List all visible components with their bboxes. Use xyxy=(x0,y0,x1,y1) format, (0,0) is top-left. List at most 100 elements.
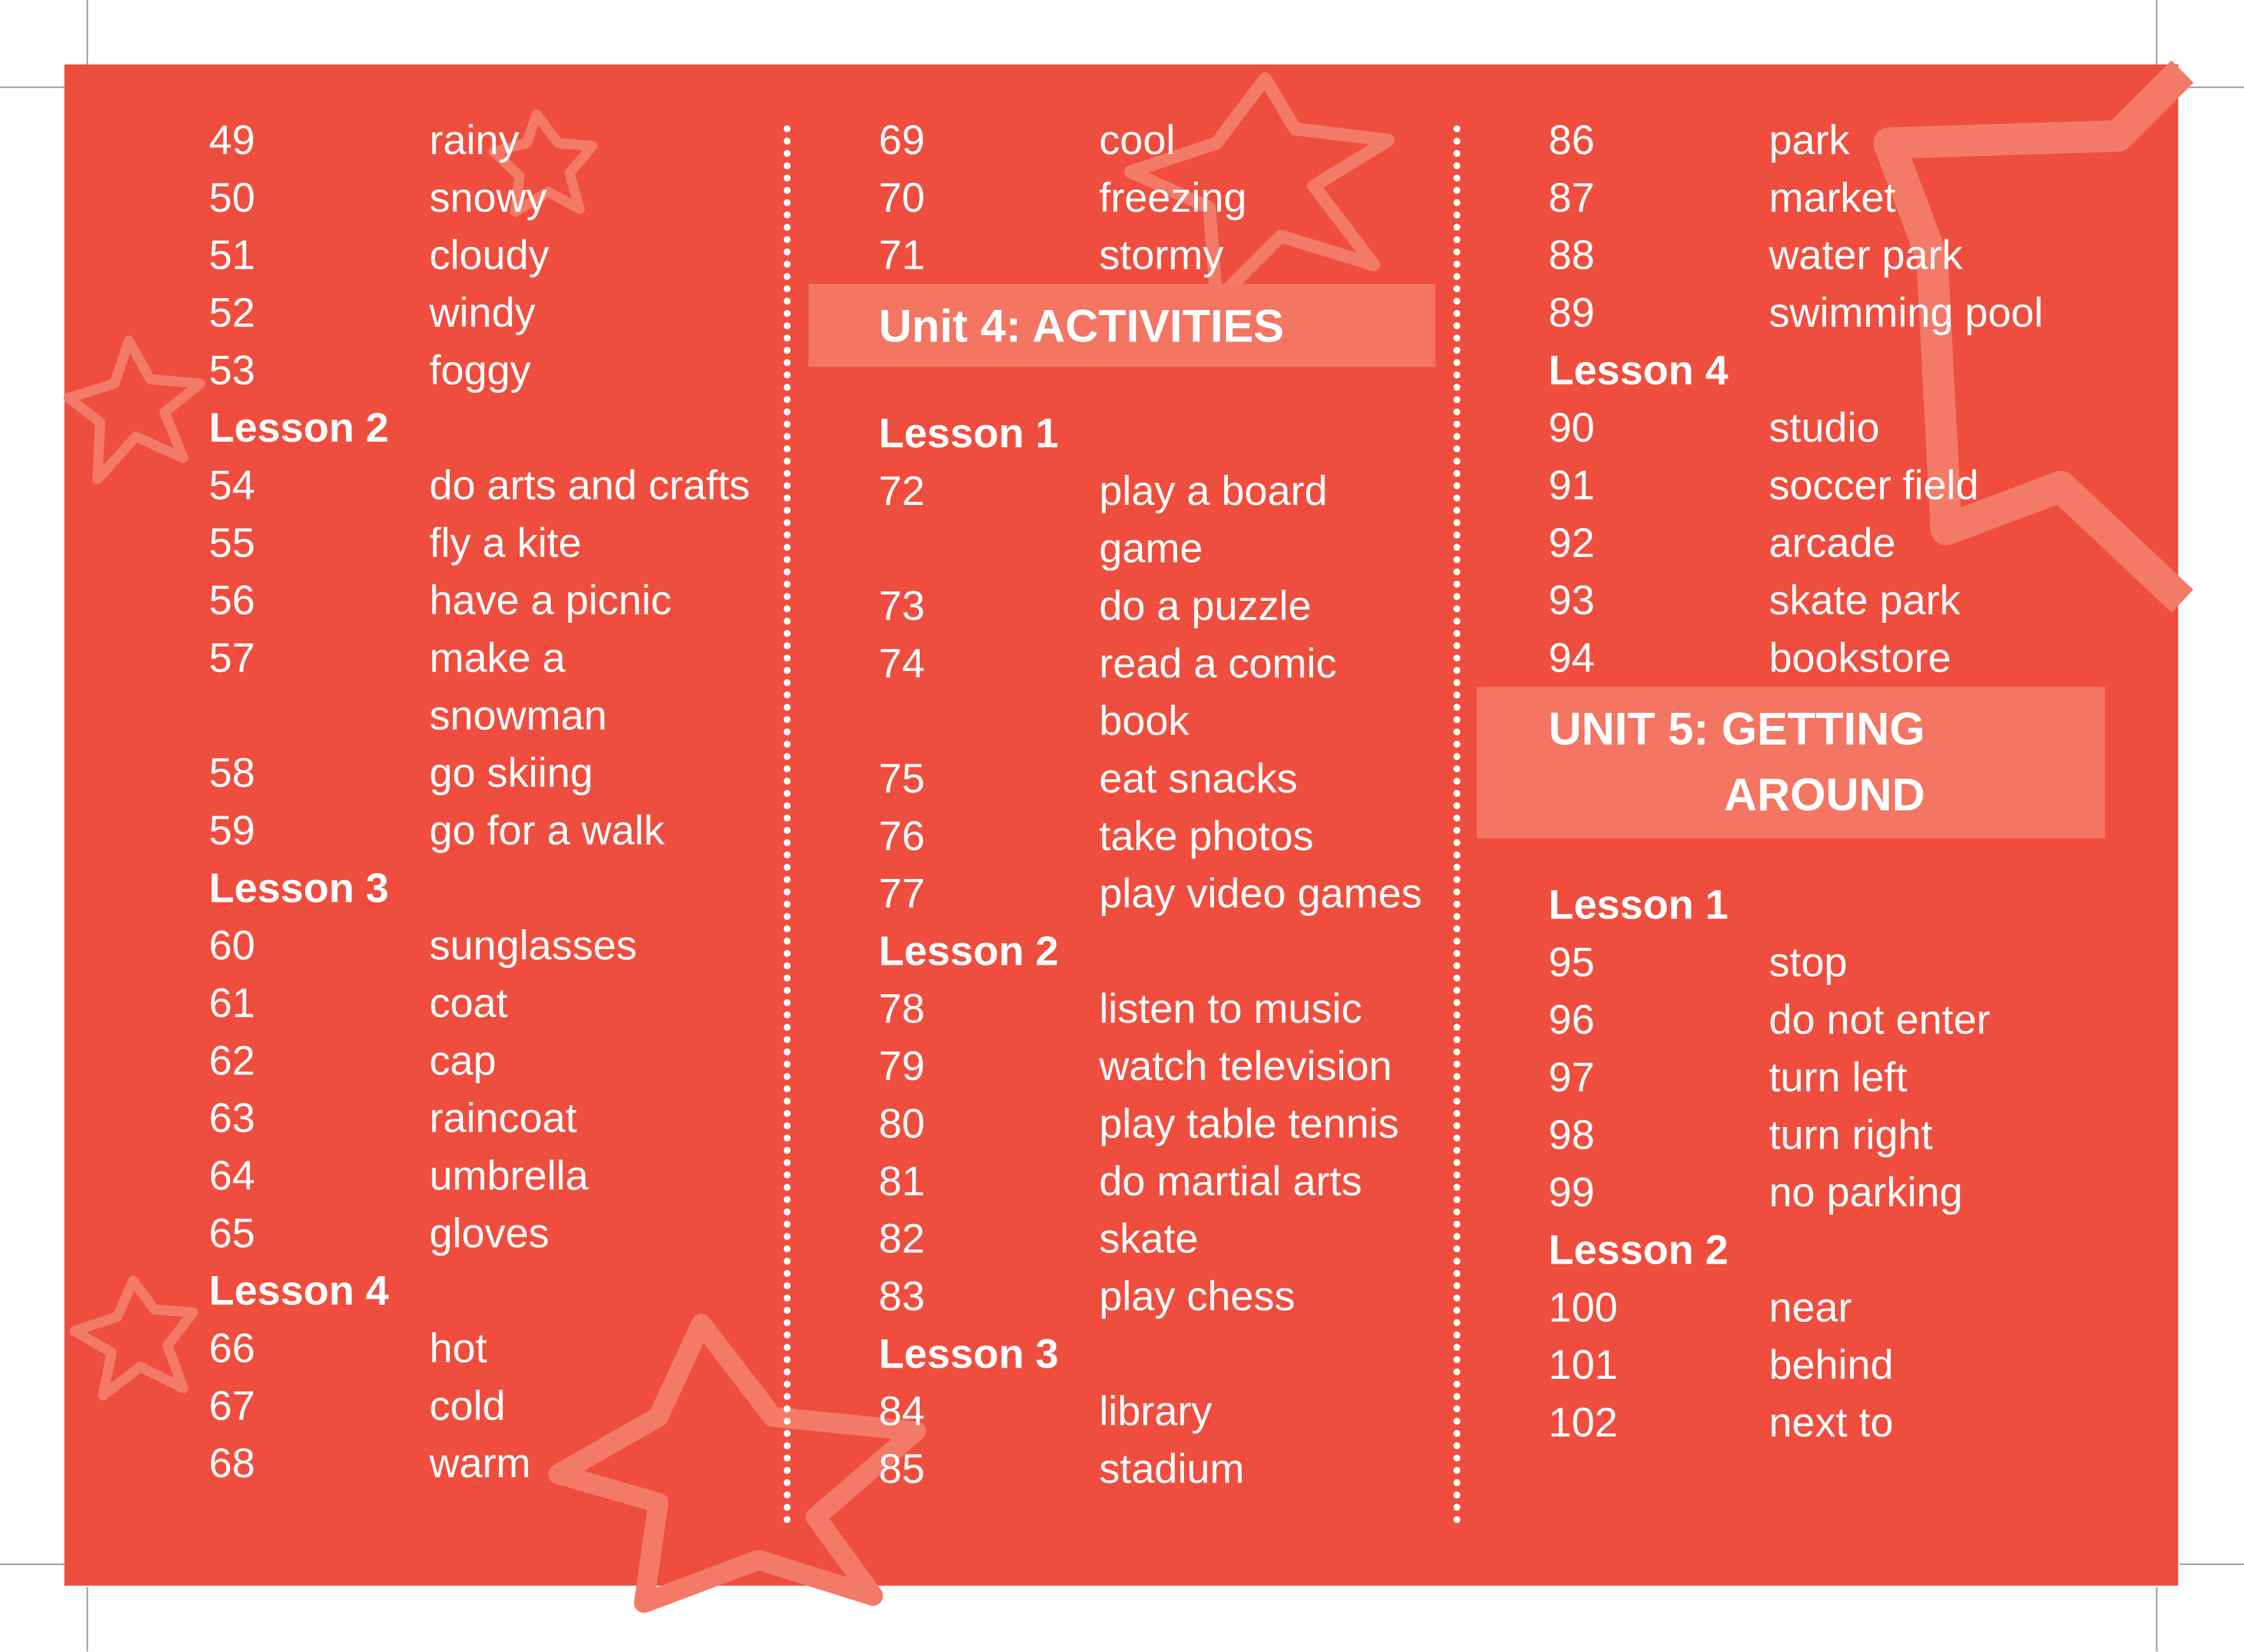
lesson-heading: Lesson 4 xyxy=(1549,347,1728,393)
item-word: take photos xyxy=(1099,813,1313,860)
divider-dot xyxy=(1453,777,1461,785)
divider-dot xyxy=(1453,335,1461,342)
item-number: 81 xyxy=(879,1158,925,1205)
unit-banner xyxy=(808,284,1436,367)
lesson-heading: Lesson 3 xyxy=(209,865,389,912)
unit-banner xyxy=(1477,687,2106,839)
divider-dot xyxy=(1453,211,1461,219)
divider-dot xyxy=(1453,1442,1461,1450)
divider-dot xyxy=(783,839,791,846)
item-word: play video games xyxy=(1099,871,1421,917)
divider-dot xyxy=(783,1331,791,1339)
divider-dot xyxy=(783,765,791,772)
divider-dot xyxy=(1453,1220,1461,1228)
divider-dot xyxy=(1453,593,1461,600)
divider-dot xyxy=(783,1405,791,1413)
divider-dot xyxy=(783,777,791,785)
item-word: cool xyxy=(1099,117,1175,164)
divider-dot xyxy=(783,1516,791,1524)
divider-dot xyxy=(783,1048,791,1056)
divider-dot xyxy=(1453,1048,1461,1056)
item-word: play table tennis xyxy=(1099,1101,1399,1147)
divider-dot xyxy=(1453,605,1461,613)
item-word: turn left xyxy=(1769,1054,1908,1101)
divider-dot xyxy=(1453,187,1461,194)
divider-dot xyxy=(783,876,791,883)
divider-dot xyxy=(783,642,791,650)
divider-dot xyxy=(783,1307,791,1314)
item-number: 90 xyxy=(1549,405,1595,451)
item-word: raincoat xyxy=(429,1095,577,1141)
divider-dot xyxy=(783,420,791,428)
divider-dot xyxy=(783,851,791,859)
divider-dot xyxy=(1453,371,1461,379)
item-number: 50 xyxy=(209,175,256,221)
divider-dot xyxy=(783,335,791,342)
divider-dot xyxy=(783,544,791,551)
divider-dot xyxy=(1453,396,1461,403)
item-word: soccer field xyxy=(1769,462,1979,509)
item-word: water park xyxy=(1769,232,1963,279)
divider-dot xyxy=(783,581,791,588)
divider-dot xyxy=(783,236,791,243)
divider-dot xyxy=(783,519,791,526)
divider-dot xyxy=(783,888,791,896)
item-number: 95 xyxy=(1549,939,1595,985)
divider-dot xyxy=(783,371,791,379)
divider-dot xyxy=(1453,913,1461,920)
divider-dot xyxy=(1453,691,1461,699)
divider-dot xyxy=(1453,125,1461,133)
item-word: coat xyxy=(429,980,507,1026)
item-word: umbrella xyxy=(429,1153,588,1199)
divider-dot xyxy=(1453,174,1461,182)
item-word: play chess xyxy=(1099,1274,1295,1320)
divider-dot xyxy=(783,1319,791,1326)
divider-dot xyxy=(783,174,791,182)
item-word: next to xyxy=(1769,1400,1894,1446)
divider-dot xyxy=(1453,445,1461,452)
divider-dot xyxy=(1453,888,1461,896)
item-number: 79 xyxy=(879,1043,925,1089)
divider-dot xyxy=(1453,1491,1461,1499)
divider-dot xyxy=(783,1467,791,1474)
divider-dot xyxy=(1453,1159,1461,1166)
item-number: 91 xyxy=(1549,462,1595,509)
divider-dot xyxy=(1453,1135,1461,1142)
item-word: do a puzzle xyxy=(1099,583,1311,630)
divider-dot xyxy=(1453,298,1461,305)
item-number: 84 xyxy=(879,1388,925,1435)
divider-dot xyxy=(1453,519,1461,526)
item-number: 64 xyxy=(209,1153,256,1199)
item-word: no parking xyxy=(1769,1170,1963,1216)
item-word: gloves xyxy=(429,1210,549,1257)
divider-dot xyxy=(1453,1282,1461,1289)
item-number: 51 xyxy=(209,232,256,279)
divider-dot xyxy=(1453,1036,1461,1043)
divider-dot xyxy=(1453,1146,1461,1154)
divider-dot xyxy=(1453,826,1461,834)
divider-dot xyxy=(783,211,791,219)
divider-dot xyxy=(1453,248,1461,256)
divider-dot xyxy=(1453,728,1461,735)
divider-dot xyxy=(783,716,791,724)
divider-dot xyxy=(1453,346,1461,354)
divider-dot xyxy=(783,1024,791,1031)
divider-dot xyxy=(783,1282,791,1289)
divider-dot xyxy=(783,346,791,354)
item-number: 69 xyxy=(879,117,925,164)
divider-dot xyxy=(1453,224,1461,231)
divider-dot xyxy=(783,1344,791,1351)
divider-dot xyxy=(783,433,791,440)
divider-dot xyxy=(783,1491,791,1499)
item-number: 54 xyxy=(209,462,256,509)
item-number: 61 xyxy=(209,980,256,1026)
divider-dot xyxy=(783,125,791,133)
item-number: 87 xyxy=(1549,175,1595,221)
divider-dot xyxy=(1453,740,1461,748)
lesson-heading: Lesson 2 xyxy=(879,928,1059,975)
unit-title: AROUND xyxy=(1724,770,1925,821)
divider-dot xyxy=(1453,1085,1461,1093)
divider-dot xyxy=(783,507,791,514)
divider-dot xyxy=(1453,1405,1461,1413)
